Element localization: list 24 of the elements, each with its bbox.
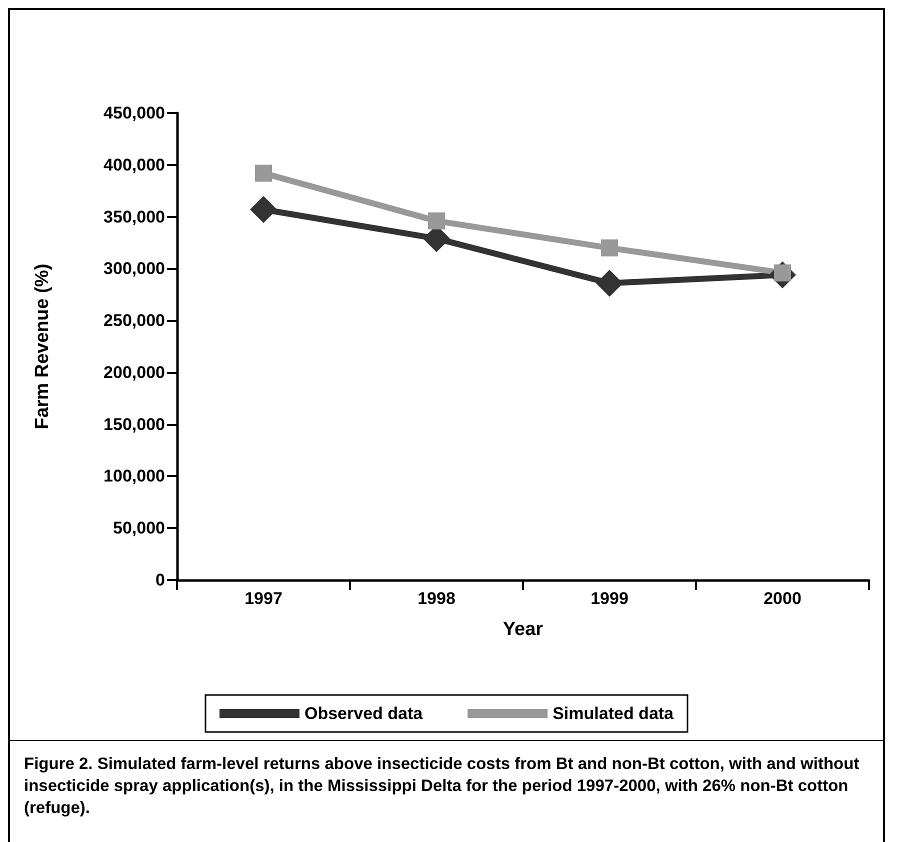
y-tick-label: 150,000 bbox=[104, 414, 165, 434]
point bbox=[601, 239, 618, 256]
x-axis-title: Year bbox=[502, 619, 544, 640]
x-tick-label: 2000 bbox=[764, 589, 802, 608]
y-tick-label: 250,000 bbox=[104, 311, 165, 330]
y-tick-label: 0 bbox=[156, 570, 165, 590]
y-tick-label: 300,000 bbox=[104, 259, 165, 278]
x-tick-label: 1999 bbox=[590, 589, 628, 608]
caption: Figure 2. Simulated farm-level returns above insecticide costs from Bt and non-Bt cotton, with and without insecticide spray application(s), in the Mississippi Delta for the period 1997-2000, with 26% non-Bt cotton (refuge). bbox=[24, 754, 860, 819]
legend-label: Observed data bbox=[304, 704, 424, 723]
point bbox=[596, 270, 623, 297]
point bbox=[255, 164, 272, 182]
y-tick-label: 400,000 bbox=[104, 155, 165, 174]
y-tick-label: 450,000 bbox=[104, 104, 165, 122]
y-tick-label: 350,000 bbox=[104, 207, 165, 226]
y-tick-label: 100,000 bbox=[104, 466, 165, 486]
x-tick-label: 1998 bbox=[418, 589, 456, 608]
legend-label: Simulated data bbox=[552, 704, 674, 723]
x-tick-label: 1997 bbox=[244, 589, 282, 608]
point bbox=[250, 196, 277, 224]
y-axis-title: Farm Revenue (%) bbox=[32, 264, 53, 430]
y-tick-label: 200,000 bbox=[104, 362, 165, 382]
point bbox=[428, 212, 445, 230]
y-tick-label: 50,000 bbox=[113, 518, 165, 538]
